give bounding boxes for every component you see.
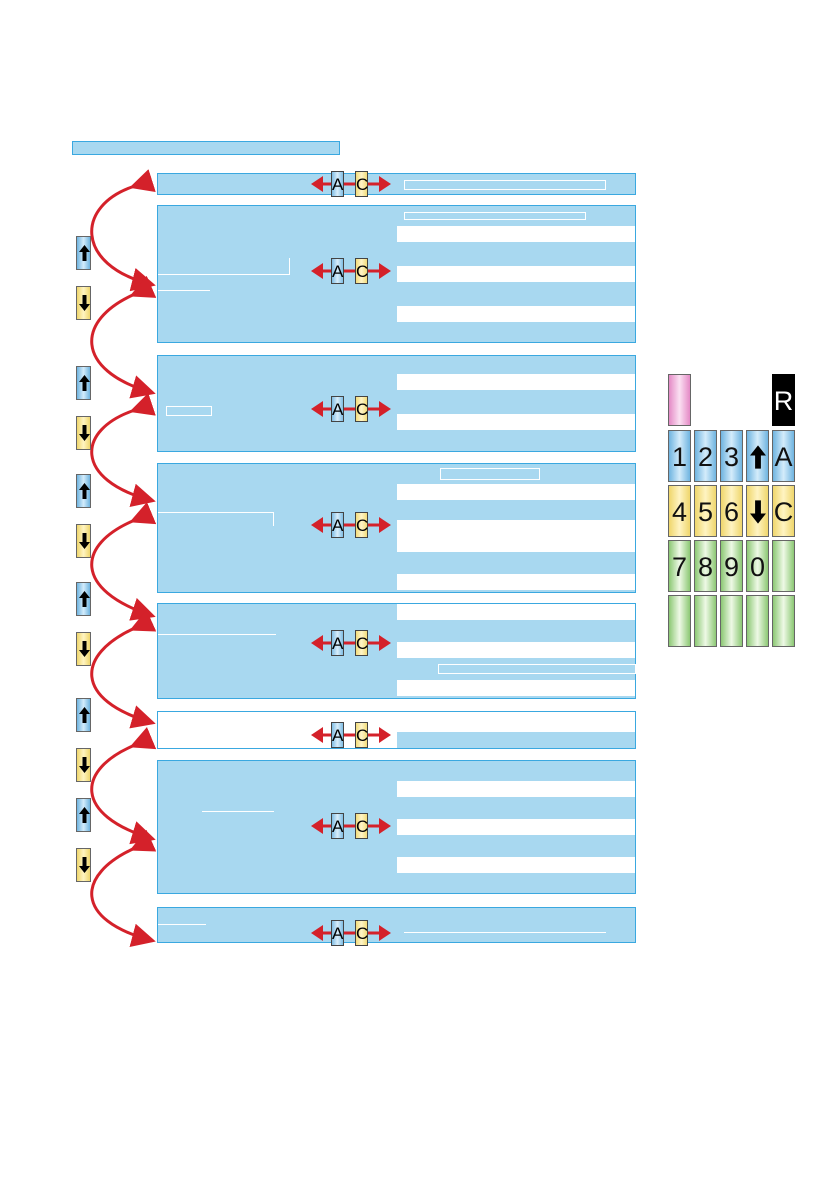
down-arrow-icon: [79, 425, 90, 441]
double-arrow-icon: [311, 517, 391, 533]
key-c-label: C: [355, 813, 368, 839]
key-5[interactable]: 5: [694, 485, 717, 537]
up-arrow-icon: [79, 591, 90, 607]
up-arrow-icon: [79, 245, 90, 261]
down-arrow-icon: [79, 641, 90, 657]
key-3[interactable]: 3: [720, 430, 743, 482]
double-arrow-icon: [311, 635, 391, 651]
key-4[interactable]: 4: [668, 485, 691, 537]
key-c-label: C: [355, 920, 368, 946]
double-arrow-icon: [311, 263, 391, 279]
key-c-label: C: [355, 630, 368, 656]
curve-arrow: [90, 392, 156, 507]
down-arrow-button[interactable]: [76, 632, 91, 666]
key-c-label: C: [355, 512, 368, 538]
up-arrow-icon: [750, 445, 766, 469]
down-arrow-icon: [750, 500, 766, 524]
key-1[interactable]: 1: [668, 430, 691, 482]
menu-panel-8: [157, 907, 636, 943]
double-arrow-icon: [311, 727, 391, 743]
key-c-label: C: [355, 722, 368, 748]
curve-arrow: [90, 609, 157, 729]
up-arrow-button[interactable]: [76, 582, 91, 616]
down-arrow-icon: [79, 533, 90, 549]
curve-arrow: [90, 829, 157, 947]
down-arrow-button[interactable]: [76, 748, 91, 782]
curve-arrow: [90, 726, 157, 845]
key-a-label: A: [331, 258, 344, 284]
key-blank[interactable]: [772, 540, 795, 592]
down-arrow-button[interactable]: [76, 524, 91, 558]
double-arrow-icon: [311, 818, 391, 834]
up-arrow-icon: [79, 807, 90, 823]
menu-panel-4: [157, 463, 636, 593]
key-blank[interactable]: [772, 595, 795, 647]
double-arrow-icon: [311, 176, 391, 192]
double-arrow-icon: [311, 401, 391, 417]
key-blank[interactable]: [694, 595, 717, 647]
down-arrow-button[interactable]: [76, 416, 91, 450]
key-2[interactable]: 2: [694, 430, 717, 482]
key-6[interactable]: 6: [720, 485, 743, 537]
key-blank[interactable]: [668, 374, 691, 426]
down-arrow-icon: [79, 757, 90, 773]
key-a-label: A: [331, 396, 344, 422]
double-arrow-icon: [311, 925, 391, 941]
key-c-label: C: [355, 171, 368, 197]
up-arrow-button[interactable]: [76, 474, 91, 508]
menu-panel-5: [157, 603, 636, 699]
key-a-label: A: [331, 512, 344, 538]
key-blank[interactable]: [668, 595, 691, 647]
key-7[interactable]: 7: [668, 540, 691, 592]
up-arrow-icon: [79, 483, 90, 499]
key-a-label: A: [331, 722, 344, 748]
up-arrow-button[interactable]: [76, 798, 91, 832]
down-arrow-button[interactable]: [76, 848, 91, 882]
key-a[interactable]: A: [772, 430, 795, 482]
key-a-label: A: [331, 630, 344, 656]
key-blank[interactable]: [720, 595, 743, 647]
menu-panel-7: [157, 760, 636, 894]
title-bar: [72, 141, 340, 155]
key-c-label: C: [355, 396, 368, 422]
up-arrow-button[interactable]: [76, 366, 91, 400]
key-8[interactable]: 8: [694, 540, 717, 592]
up-arrow-button[interactable]: [76, 698, 91, 732]
key-a-label: A: [331, 171, 344, 197]
key-a-label: A: [331, 920, 344, 946]
curve-arrow: [90, 501, 157, 621]
menu-panel-1: [157, 173, 636, 195]
down-arrow-icon: [79, 295, 90, 311]
key-c[interactable]: C: [772, 485, 795, 537]
up-arrow-icon: [79, 707, 90, 723]
curve-arrow: [90, 275, 157, 399]
menu-panel-3: [157, 355, 636, 452]
up-arrow-button[interactable]: [76, 236, 91, 270]
down-arrow-icon: [79, 857, 90, 873]
curve-arrow: [90, 169, 156, 292]
key-r[interactable]: R: [772, 374, 795, 426]
down-arrow-button[interactable]: [76, 286, 91, 320]
key-9[interactable]: 9: [720, 540, 743, 592]
up-arrow-icon: [79, 375, 90, 391]
menu-panel-2: [157, 205, 636, 343]
key-down[interactable]: [746, 485, 769, 537]
key-0[interactable]: 0: [746, 540, 769, 592]
key-up[interactable]: [746, 430, 769, 482]
key-blank[interactable]: [746, 595, 769, 647]
key-c-label: C: [355, 258, 368, 284]
menu-panel-6: [157, 711, 636, 749]
key-a-label: A: [331, 813, 344, 839]
